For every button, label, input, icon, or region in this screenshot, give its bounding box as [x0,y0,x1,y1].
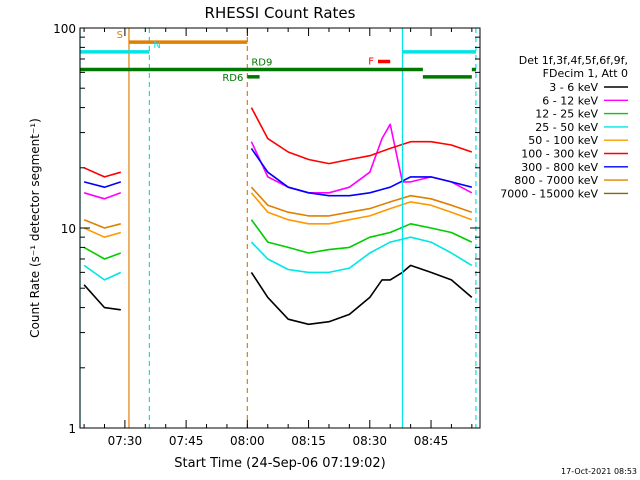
series-line-12-25-kev [83,246,122,260]
axes: 07:30 07:45 08:00 08:15 08:30 08:45 1 10 100 [53,22,480,448]
series-line-100-300-kev-1 [250,107,473,165]
flag-label-f: F [368,56,374,67]
legend-label-300-800-kev: 300 - 800 keV [521,161,598,174]
series-line-3-6-kev [83,284,121,311]
series-line-50-100-kev [83,227,122,238]
legend-title-line-2: FDecim 1, Att 0 [543,67,628,80]
series-line-25-50-kev [83,264,122,281]
flag-bars: S N F RD9 RD6 [80,30,476,84]
y-tick-label-100: 100 [53,22,76,36]
x-tick-label-08-15: 08:15 [291,434,326,448]
legend-label-25-50-kev: 25 - 50 keV [535,121,598,134]
legend-label-800-7000-kev: 800 - 7000 keV [514,174,598,187]
legend-label-7000-15000-kev: 7000 - 15000 keV [500,187,598,200]
legend-label-12-25-kev: 12 - 25 keV [535,108,598,121]
x-axis-label: Start Time (24-Sep-06 07:19:02) [174,456,385,471]
data-layer [83,107,473,326]
series-line-6-12-kev [83,192,122,200]
y-axis-label: Count Rate (s⁻¹ detector segment⁻¹) [28,118,42,338]
chart-title: RHESSI Count Rates [205,4,356,22]
series-line-100-300-kev [83,167,122,178]
series-line-800-7000-kev [83,218,121,229]
flag-label-rd9: RD9 [251,58,272,69]
x-tick-label-08-45: 08:45 [414,434,449,448]
x-tick-label-08-30: 08:30 [352,434,387,448]
legend-title-line-1: Det 1f,3f,4f,5f,6f,9f, [519,54,628,67]
y-tick-label-10: 10 [61,222,76,236]
flag-label-rd6: RD6 [222,73,243,84]
legend-label-50-100-kev: 50 - 100 keV [528,134,598,147]
x-tick-label-08-00: 08:00 [230,434,265,448]
y-tick-label-1: 1 [68,422,76,436]
plot-frame [79,27,481,429]
x-tick-label-07-45: 07:45 [169,434,204,448]
legend: Det 1f,3f,4f,5f,6f,9f,FDecim 1, Att 03 -… [500,54,628,200]
x-tick-label-07-30: 07:30 [108,434,143,448]
series-line-25-50-kev-1 [250,236,473,274]
legend-label-3-6-kev: 3 - 6 keV [549,81,598,94]
series-line-800-7000-kev-1 [250,186,473,217]
series-line-50-100-kev-1 [250,192,473,225]
flag-label-n: N [153,40,160,51]
series-line-3-6-kev-1 [250,264,473,326]
legend-label-6-12-kev: 6 - 12 keV [542,94,598,107]
legend-label-100-300-kev: 100 - 300 keV [521,148,598,161]
series-line-12-25-kev-1 [250,219,473,254]
flag-label-s: S [117,30,123,41]
series-line-6-12-kev-1 [250,123,473,194]
vertical-markers [79,28,477,428]
series-line-300-800-kev-1 [250,147,473,197]
footer-timestamp: 17-Oct-2021 08:53 [561,467,637,476]
series-line-300-800-kev [83,181,122,188]
